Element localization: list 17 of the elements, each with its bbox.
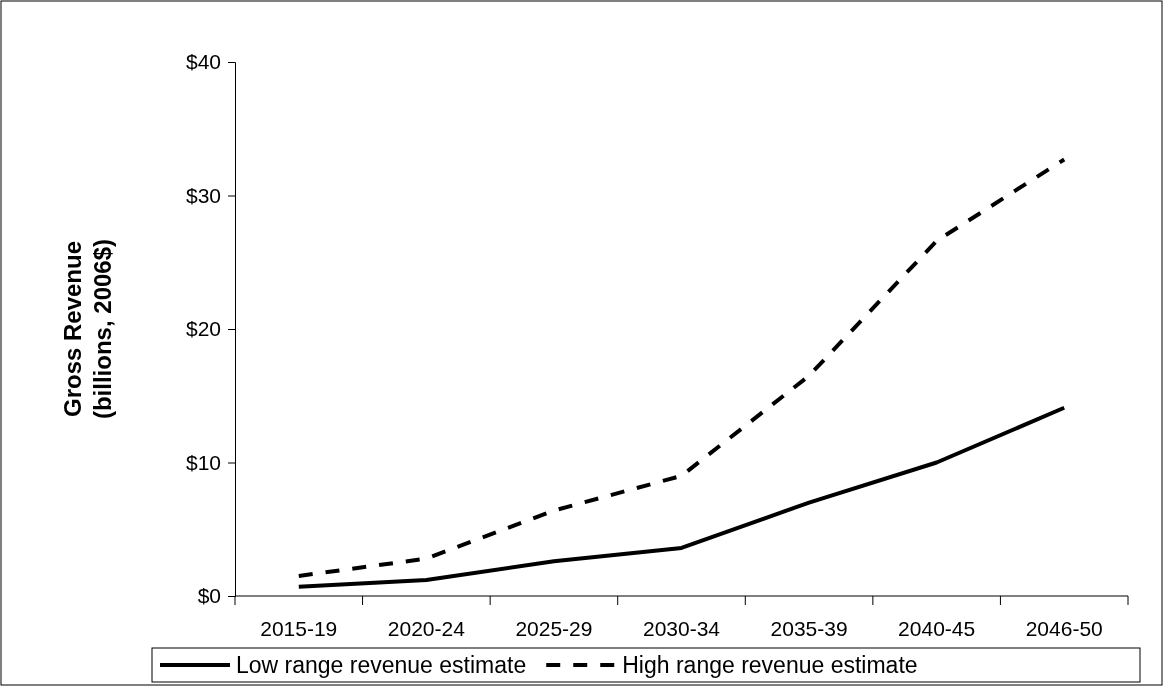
line-series bbox=[296, 405, 1067, 589]
x-tick-label: 2020-24 bbox=[387, 617, 466, 640]
legend-label: High range revenue estimate bbox=[622, 652, 918, 678]
x-tick-label: 2040-45 bbox=[898, 617, 976, 640]
y-tick-label: $30 bbox=[185, 183, 221, 207]
y-tick-label: $40 bbox=[185, 50, 221, 74]
x-tick-label: 2015-19 bbox=[260, 617, 338, 640]
x-tick-label: 2030-34 bbox=[642, 617, 721, 640]
y-tick-label: $20 bbox=[185, 317, 221, 341]
y-axis-title: Gross Revenue (billions, 2006$) bbox=[59, 238, 116, 420]
x-tick-label: 2025-29 bbox=[515, 617, 593, 640]
x-tick-label: 2035-39 bbox=[770, 617, 848, 640]
y-tick-label: $0 bbox=[197, 584, 221, 608]
line-series bbox=[296, 157, 1067, 578]
y-tick-label: $10 bbox=[185, 450, 221, 474]
x-tick-label: 2046-50 bbox=[1025, 617, 1103, 640]
legend-label: Low range revenue estimate bbox=[236, 652, 527, 678]
